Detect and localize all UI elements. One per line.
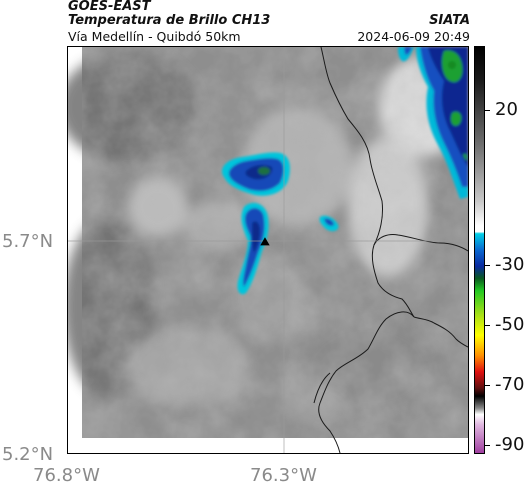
colorbar-label: -50 (495, 314, 525, 335)
colorbar-tick (485, 110, 490, 111)
temperature-colorbar (474, 46, 485, 454)
colorbar-label: 20 (495, 99, 518, 120)
lat-tick-label: 5.2°N (2, 444, 54, 465)
coastline-borders (313, 47, 468, 453)
colorbar-tick (485, 325, 490, 326)
colorbar-label: -70 (495, 374, 525, 395)
triangle-marker (260, 237, 270, 246)
lat-tick-label: 5.7°N (2, 231, 54, 252)
route-label: Vía Medellín - Quibdó 50km (68, 29, 241, 44)
organization-label: SIATA (429, 13, 470, 28)
datetime-label: 2024-06-09 20:49 (357, 29, 470, 44)
product-title: Temperatura de Brillo CH13 (68, 13, 271, 28)
satellite-map[interactable] (67, 46, 469, 454)
colorbar-tick (485, 265, 490, 266)
colorbar-label: -90 (495, 434, 525, 455)
cold-cloud-top-ne (398, 47, 468, 199)
lon-tick-label: 76.8°W (33, 465, 100, 486)
colorbar-tick (485, 445, 490, 446)
colorbar-tick (485, 385, 490, 386)
satellite-title: GOES-EAST (68, 0, 151, 14)
lon-tick-label: 76.3°W (250, 465, 317, 486)
colorbar-label: -30 (495, 254, 525, 275)
map-gridlines (68, 47, 468, 453)
convective-cell-center (222, 152, 339, 295)
